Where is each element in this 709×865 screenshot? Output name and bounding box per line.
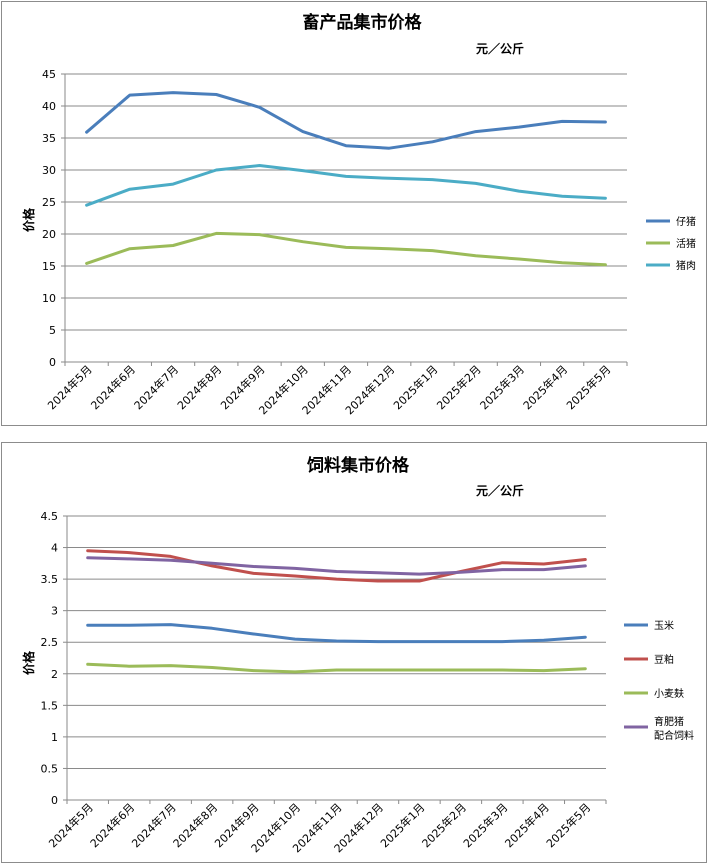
chart-title: 畜产品集市价格 — [303, 12, 423, 33]
y-tick-label: 3.5 — [41, 573, 59, 586]
unit-label: 元／公斤 — [476, 483, 524, 498]
unit-label: 元／公斤 — [476, 41, 524, 56]
y-tick-label: 4.5 — [41, 510, 59, 523]
x-tick-label: 2025年4月 — [520, 362, 570, 412]
y-tick-label: 35 — [42, 132, 56, 145]
series-line-1 — [86, 623, 587, 644]
legend-label: 豆粕 — [654, 653, 674, 666]
x-tick-label: 2025年5月 — [563, 362, 613, 412]
legend-label: 育肥猪配合饲料 — [654, 715, 694, 742]
series-line-2 — [86, 549, 587, 583]
y-tick-label: 0.5 — [41, 762, 59, 775]
series-line-3 — [85, 164, 607, 207]
y-tick-label: 5 — [49, 324, 56, 337]
y-axis-label: 价格 — [21, 650, 36, 675]
y-tick-label: 45 — [42, 68, 56, 81]
x-tick-label: 2024年8月 — [174, 362, 224, 412]
livestock-price-chart: 畜产品集市价格 元／公斤 价格 0 5 10 15 20 25 30 35 40 45 2024年5… — [21, 12, 696, 417]
legend-label: 猪肉 — [676, 259, 696, 272]
feed-price-chart: 饲料集市价格 元／公斤 价格 00.511.522.533.544.52024年… — [21, 455, 694, 855]
y-axis-label: 价格 — [21, 207, 36, 232]
x-tick-label: 2025年1月 — [390, 362, 440, 412]
legend-label: 小麦麸 — [654, 687, 684, 700]
livestock-price-chart-panel: 畜产品集市价格 元／公斤 价格 0 5 10 15 20 25 30 35 40 45 2024年5… — [1, 1, 707, 426]
y-tick-label: 1 — [51, 731, 58, 744]
y-tick-label: 20 — [42, 228, 56, 241]
y-tick-label: 30 — [42, 164, 56, 177]
y-tick-label: 3 — [51, 605, 58, 618]
x-tick-label: 2024年5月 — [45, 362, 95, 412]
y-tick-label: 40 — [42, 100, 56, 113]
legend-label: 仔猪 — [676, 216, 696, 228]
series-line-3 — [86, 662, 587, 674]
y-tick-label: 2.5 — [41, 636, 59, 649]
y-tick-label: 4 — [51, 542, 58, 555]
legend-label: 活猪 — [676, 238, 696, 250]
chart-title: 饲料集市价格 — [306, 455, 410, 476]
y-tick-label: 2 — [51, 668, 58, 681]
series-line-1 — [85, 91, 607, 150]
y-tick-label: 0 — [49, 356, 56, 369]
feed-price-chart-panel: 饲料集市价格 元／公斤 价格 0 0.5 1 1.5 2 2.5 3 3.5 4 4.5 2024年… — [1, 442, 707, 863]
x-tick-label: 2025年3月 — [477, 362, 527, 412]
y-tick-label: 25 — [42, 196, 56, 209]
y-tick-label: 15 — [42, 260, 56, 273]
x-tick-label: 2024年6月 — [88, 362, 138, 412]
x-tick-label: 2025年5月 — [543, 800, 593, 850]
series-line-2 — [85, 231, 607, 267]
y-tick-label: 0 — [51, 794, 58, 807]
legend-label: 玉米 — [654, 619, 674, 632]
x-tick-label: 2025年2月 — [434, 362, 484, 412]
series-line-4 — [86, 556, 587, 576]
y-tick-label: 1.5 — [41, 699, 59, 712]
x-tick-label: 2024年7月 — [131, 362, 181, 412]
y-tick-label: 10 — [42, 292, 56, 305]
